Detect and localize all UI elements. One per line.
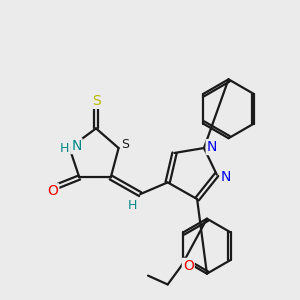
Text: N: N xyxy=(71,139,82,153)
Text: H: H xyxy=(60,142,69,154)
Text: O: O xyxy=(183,259,194,273)
Text: N: N xyxy=(207,140,217,154)
Text: O: O xyxy=(47,184,58,198)
Text: S: S xyxy=(122,138,130,151)
Text: N: N xyxy=(220,169,231,184)
Text: H: H xyxy=(128,200,137,212)
Text: S: S xyxy=(92,94,100,108)
